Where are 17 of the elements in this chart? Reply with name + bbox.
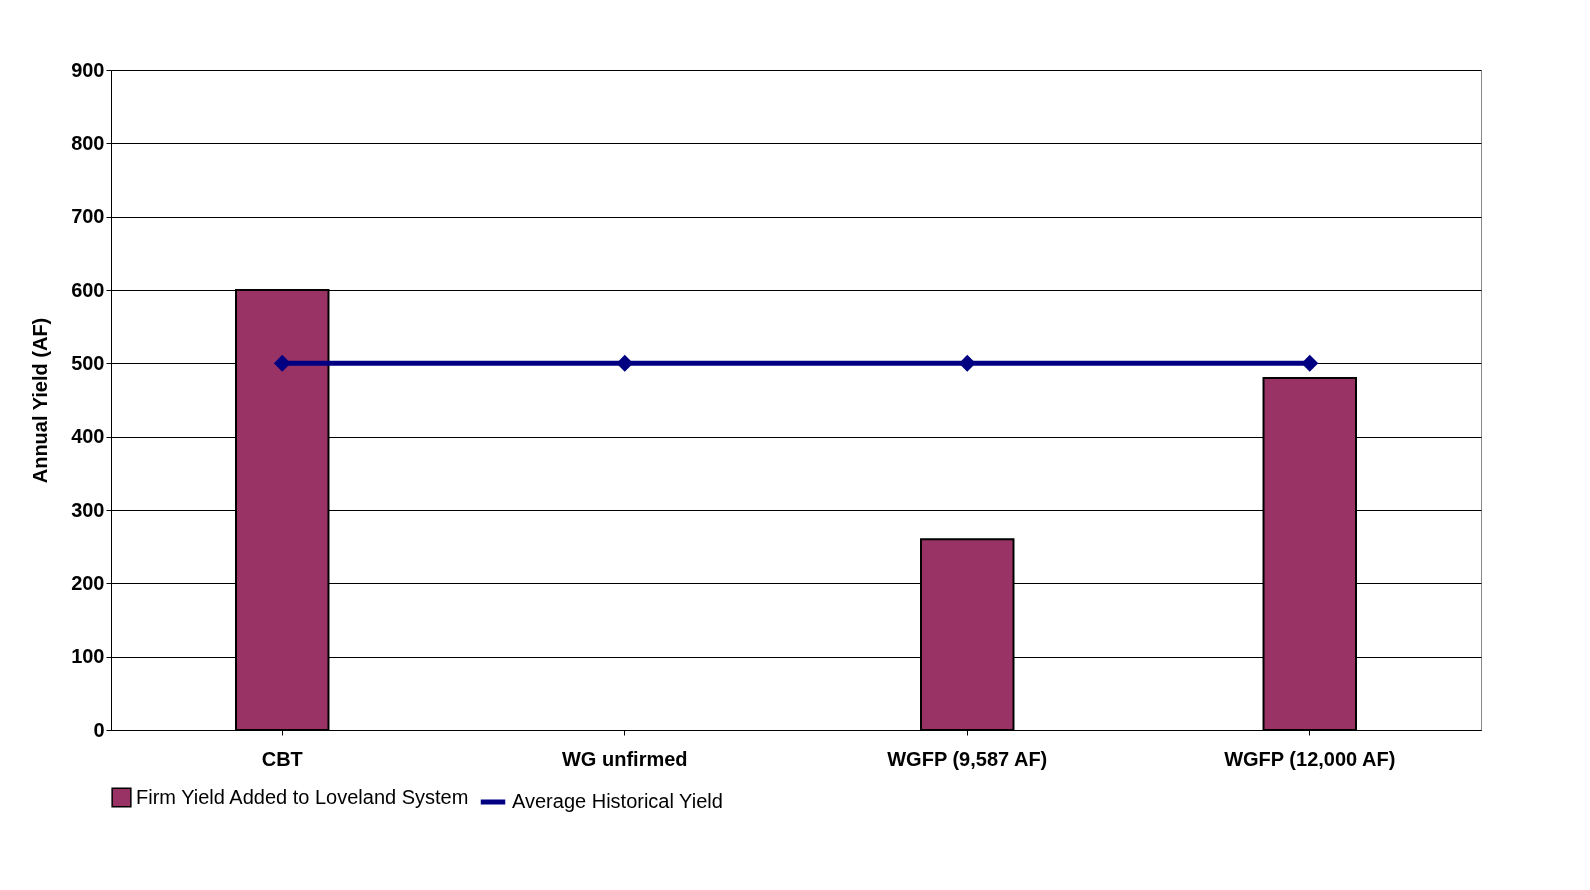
x-tick-label: CBT xyxy=(261,747,303,770)
legend-label: Firm Yield Added to Loveland System xyxy=(136,785,469,808)
y-axis-title: Annual Yield (AF) xyxy=(29,317,52,484)
y-tick-label: 300 xyxy=(71,498,105,521)
x-tick-label: WGFP (9,587 AF) xyxy=(887,747,1048,770)
y-tick-label: 800 xyxy=(71,131,105,154)
x-tick-label: WGFP (12,000 AF) xyxy=(1224,747,1396,770)
y-tick-label: 0 xyxy=(93,718,105,741)
y-tick-label: 100 xyxy=(71,645,105,668)
y-tick-label: 600 xyxy=(71,278,105,301)
x-tick-label: WG unfirmed xyxy=(561,747,688,770)
y-tick-label: 700 xyxy=(71,205,105,228)
y-tick-label: 400 xyxy=(71,425,105,448)
legend-label: Average Historical Yield xyxy=(512,790,723,812)
y-tick-label: 200 xyxy=(71,571,105,594)
y-tick-label: 500 xyxy=(71,351,105,374)
y-tick-label: 900 xyxy=(71,58,105,81)
